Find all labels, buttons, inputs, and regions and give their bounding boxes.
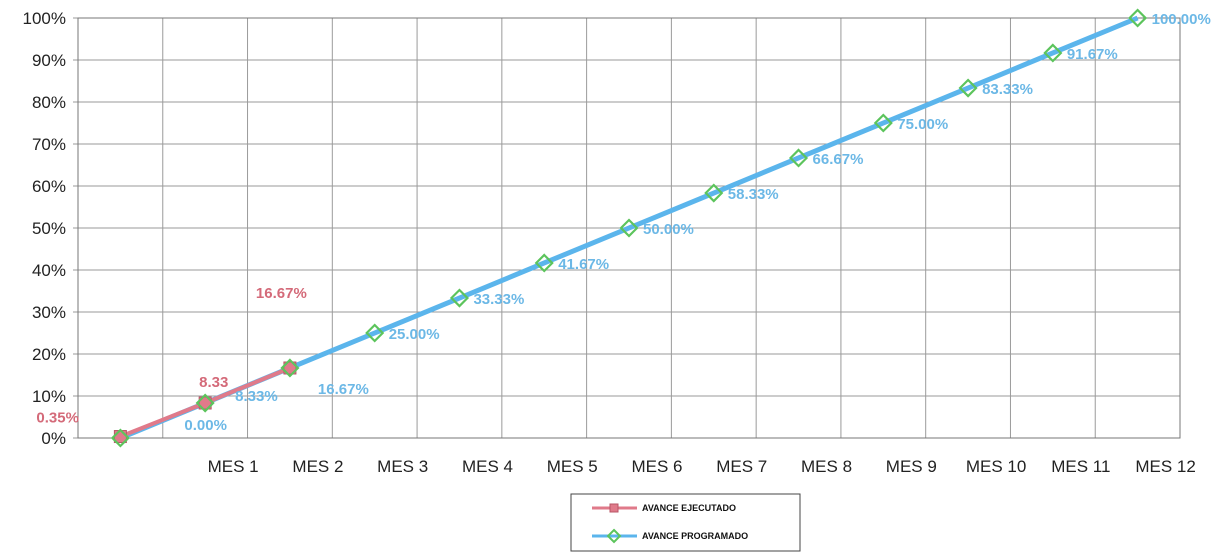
y-tick-label: 90% (32, 51, 66, 70)
x-tick-label: MES 7 (716, 457, 767, 476)
legend-box (570, 493, 801, 552)
x-tick-label: MES 11 (1051, 457, 1110, 476)
data-label-avance-programado: 16.67% (318, 381, 369, 398)
point-avance-programado (1128, 8, 1148, 28)
data-label-avance-programado: 41.67% (558, 256, 609, 273)
data-label-avance-programado: 8.33% (235, 388, 278, 405)
series-lines (110, 8, 1148, 448)
legend-programado-label: AVANCE PROGRAMADO (642, 531, 748, 541)
data-label-avance-programado: 58.33% (728, 186, 779, 203)
point-avance-programado (1043, 43, 1063, 63)
point-avance-programado (873, 113, 893, 133)
point-avance-programado (534, 253, 554, 273)
point-avance-programado (365, 323, 385, 343)
y-tick-label: 50% (32, 219, 66, 238)
y-tick-label: 70% (32, 135, 66, 154)
x-tick-label: MES 5 (547, 457, 598, 476)
y-tick-labels: 0% 10% 20% 30% 40% 50% 60% 70% 80% 90% 100% (23, 9, 66, 448)
data-label-avance-programado: 100.00% (1152, 11, 1211, 28)
data-labels: 0.00% 8.33% 16.67% 25.00% 33.33% 41.67% 50.00%… (36, 11, 1210, 434)
y-tick-label: 80% (32, 93, 66, 112)
x-tick-label: MES 4 (462, 457, 513, 476)
x-tick-label: MES 12 (1135, 457, 1195, 476)
y-tick-label: 0% (41, 429, 66, 448)
point-avance-programado (195, 393, 215, 413)
x-tick-labels: MES 1 MES 2 MES 3 MES 4 MES 5 MES 6 MES 7 MES 8… (208, 457, 1196, 476)
legend: AVANCE EJECUTADO AVANCE PROGRAMADO (570, 493, 801, 552)
data-label-avance-programado: 50.00% (643, 221, 694, 238)
point-avance-ejecutado (283, 361, 297, 375)
x-tick-label: MES 6 (631, 457, 682, 476)
x-tick-label: MES 10 (966, 457, 1026, 476)
point-avance-programado (788, 148, 809, 168)
x-tick-label: MES 3 (377, 457, 428, 476)
point-avance-programado (704, 183, 724, 203)
data-label-avance-programado: 33.33% (473, 291, 524, 308)
point-avance-programado (958, 78, 978, 98)
legend-programado-marker (606, 528, 622, 544)
data-label-avance-ejecutado: 8.33 (199, 374, 228, 391)
data-label-avance-programado: 25.00% (389, 326, 440, 343)
x-tick-label: MES 9 (886, 457, 937, 476)
data-label-avance-ejecutado: 16.67% (256, 285, 307, 302)
data-label-avance-programado: 75.00% (897, 116, 948, 133)
y-tick-label: 40% (32, 261, 66, 280)
y-tick-label: 10% (32, 387, 66, 406)
x-tick-label: MES 1 (208, 457, 259, 476)
data-label-avance-programado: 91.67% (1067, 46, 1118, 63)
data-label-avance-programado: 0.00% (184, 417, 227, 434)
point-avance-programado (619, 218, 639, 238)
legend-ejecutado-label: AVANCE EJECUTADO (642, 503, 736, 513)
axes (77, 17, 1181, 439)
data-label-avance-programado: 66.67% (813, 151, 864, 168)
y-tick-label: 30% (32, 303, 66, 322)
point-avance-programado (449, 288, 470, 308)
y-tick-label: 100% (23, 9, 66, 28)
data-label-avance-ejecutado: 0.35% (36, 410, 79, 427)
point-avance-programado (110, 428, 130, 448)
x-tick-label: MES 2 (292, 457, 343, 476)
legend-ejecutado-marker (609, 503, 619, 513)
x-tick-label: MES 8 (801, 457, 852, 476)
plot-frame (77, 17, 1181, 439)
y-tick-label: 20% (32, 345, 66, 364)
y-tick-label: 60% (32, 177, 66, 196)
data-label-avance-programado: 83.33% (982, 81, 1033, 98)
point-avance-ejecutado (198, 396, 212, 410)
point-avance-programado (280, 358, 300, 378)
